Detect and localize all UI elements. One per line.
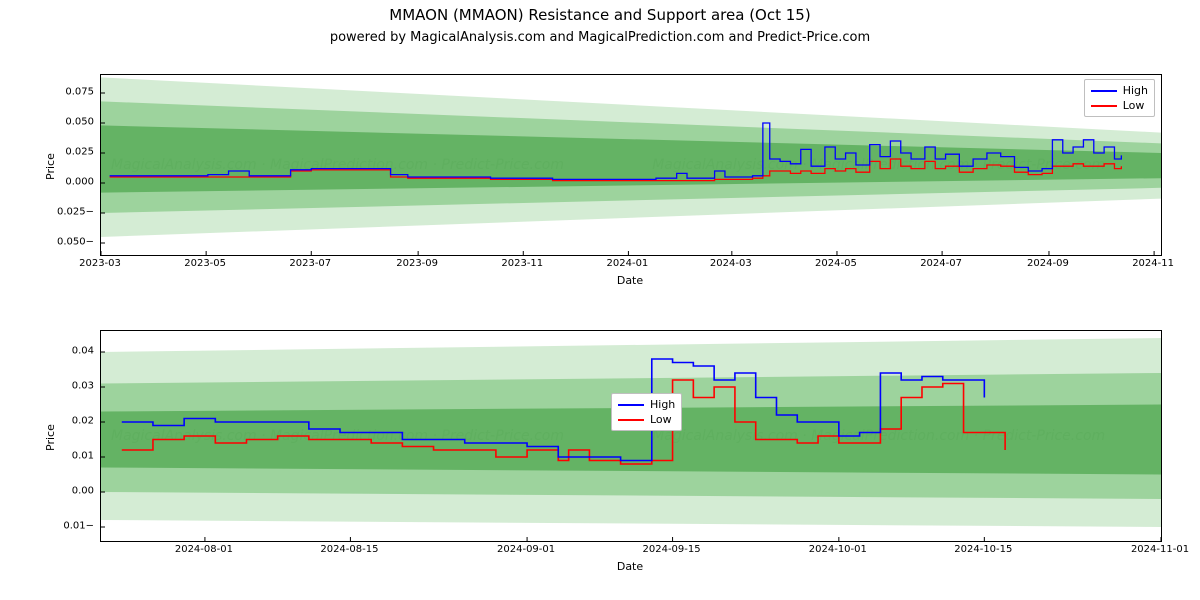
xtick-label: 2024-08-15 [320,544,378,555]
xtick-label: 2024-07 [920,258,962,269]
legend-label: High [650,398,675,411]
top-chart-ylabel: Price [44,153,57,180]
xtick-label: 2024-11 [1132,258,1174,269]
legend-item: Low [1091,99,1148,112]
top-chart-svg [101,75,1161,255]
xtick-label: 2024-10-01 [809,544,867,555]
xtick-label: 2024-01 [607,258,649,269]
bottom-chart-xlabel: Date [100,560,1160,573]
legend-mark [1091,90,1117,92]
bottom-chart-svg [101,331,1161,541]
xtick-label: 2024-09 [1027,258,1069,269]
xtick-label: 2023-09 [396,258,438,269]
legend-mark [618,419,644,421]
xtick-label: 2023-03 [79,258,121,269]
xtick-label: 2024-03 [710,258,752,269]
legend-label: Low [650,413,672,426]
bottom-chart-legend: High Low [611,393,682,431]
bottom-chart-axes: MagicalAnalysis.com · MagicalPrediction.… [100,330,1162,542]
xtick-label: 2024-09-15 [643,544,701,555]
legend-label: Low [1123,99,1145,112]
xtick-label: 2023-11 [501,258,543,269]
figure-subtitle: powered by MagicalAnalysis.com and Magic… [0,30,1200,45]
xtick-label: 2024-11-01 [1131,544,1189,555]
legend-item: High [1091,84,1148,97]
legend-item: High [618,398,675,411]
figure-title: MMAON (MMAON) Resistance and Support are… [0,6,1200,24]
top-chart-legend: High Low [1084,79,1155,117]
xtick-label: 2024-08-01 [175,544,233,555]
xtick-label: 2024-05 [815,258,857,269]
legend-item: Low [618,413,675,426]
xtick-label: 2023-07 [289,258,331,269]
top-chart-axes: MagicalAnalysis.com · MagicalPrediction.… [100,74,1162,256]
xtick-label: 2024-10-15 [954,544,1012,555]
legend-mark [618,404,644,406]
xtick-label: 2024-09-01 [497,544,555,555]
xtick-label: 2023-05 [184,258,226,269]
legend-mark [1091,105,1117,107]
figure: MMAON (MMAON) Resistance and Support are… [0,0,1200,600]
bottom-chart-ylabel: Price [44,424,57,451]
top-chart-xlabel: Date [100,274,1160,287]
legend-label: High [1123,84,1148,97]
